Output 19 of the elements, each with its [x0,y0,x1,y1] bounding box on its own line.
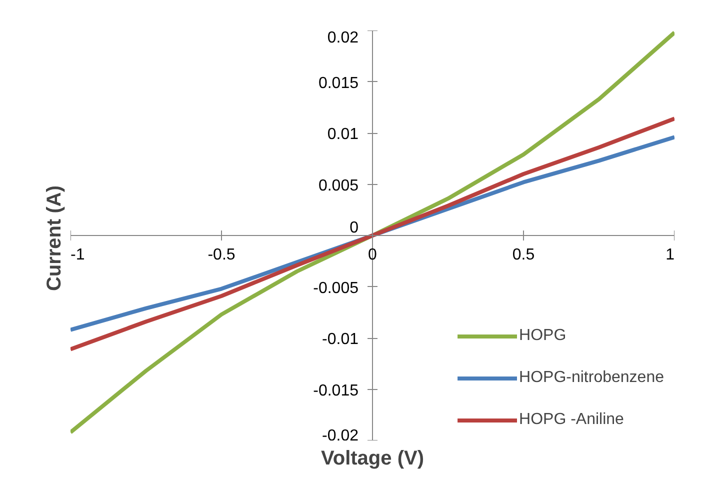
x-tick-label: -0.5 [208,246,236,264]
y-tick-label: -0.02 [322,428,359,444]
y-tick-label: 0.015 [318,74,359,92]
y-tick-label: 0.005 [318,177,359,194]
y-tick-label: 0.01 [327,126,359,143]
y-tick-label: 0 [350,220,359,236]
legend-label: HOPG [519,327,566,345]
x-tick-label: 0.5 [512,246,535,264]
y-axis-title: Current (A) [44,186,66,292]
y-tick-label: 0.02 [327,30,359,46]
y-tick-label: -0.015 [313,382,359,400]
x-tick-label: 0 [368,246,378,264]
legend-label: HOPG -Aniline [519,411,624,429]
y-tick-label: -0.01 [322,331,359,348]
y-tick-label: -0.005 [313,280,359,297]
x-tick-label: 1 [666,246,675,264]
x-axis-title: Voltage (V) [321,448,424,470]
legend-label: HOPG-nitrobenzene [519,369,664,387]
x-tick-label: -1 [70,246,85,264]
